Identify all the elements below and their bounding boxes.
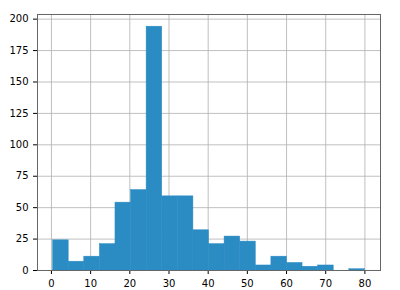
svg-text:75: 75 (16, 170, 29, 181)
svg-text:0: 0 (22, 265, 28, 276)
svg-text:10: 10 (84, 278, 97, 289)
svg-text:20: 20 (123, 278, 136, 289)
svg-text:60: 60 (280, 278, 293, 289)
svg-text:0: 0 (48, 278, 54, 289)
svg-text:125: 125 (9, 108, 28, 119)
svg-text:200: 200 (9, 13, 28, 24)
svg-text:50: 50 (16, 202, 29, 213)
svg-text:40: 40 (202, 278, 215, 289)
svg-text:25: 25 (16, 233, 29, 244)
svg-text:175: 175 (9, 45, 28, 56)
svg-text:80: 80 (359, 278, 372, 289)
svg-text:70: 70 (319, 278, 332, 289)
svg-text:100: 100 (9, 139, 28, 150)
svg-text:150: 150 (9, 76, 28, 87)
svg-text:30: 30 (163, 278, 176, 289)
svg-text:50: 50 (241, 278, 254, 289)
